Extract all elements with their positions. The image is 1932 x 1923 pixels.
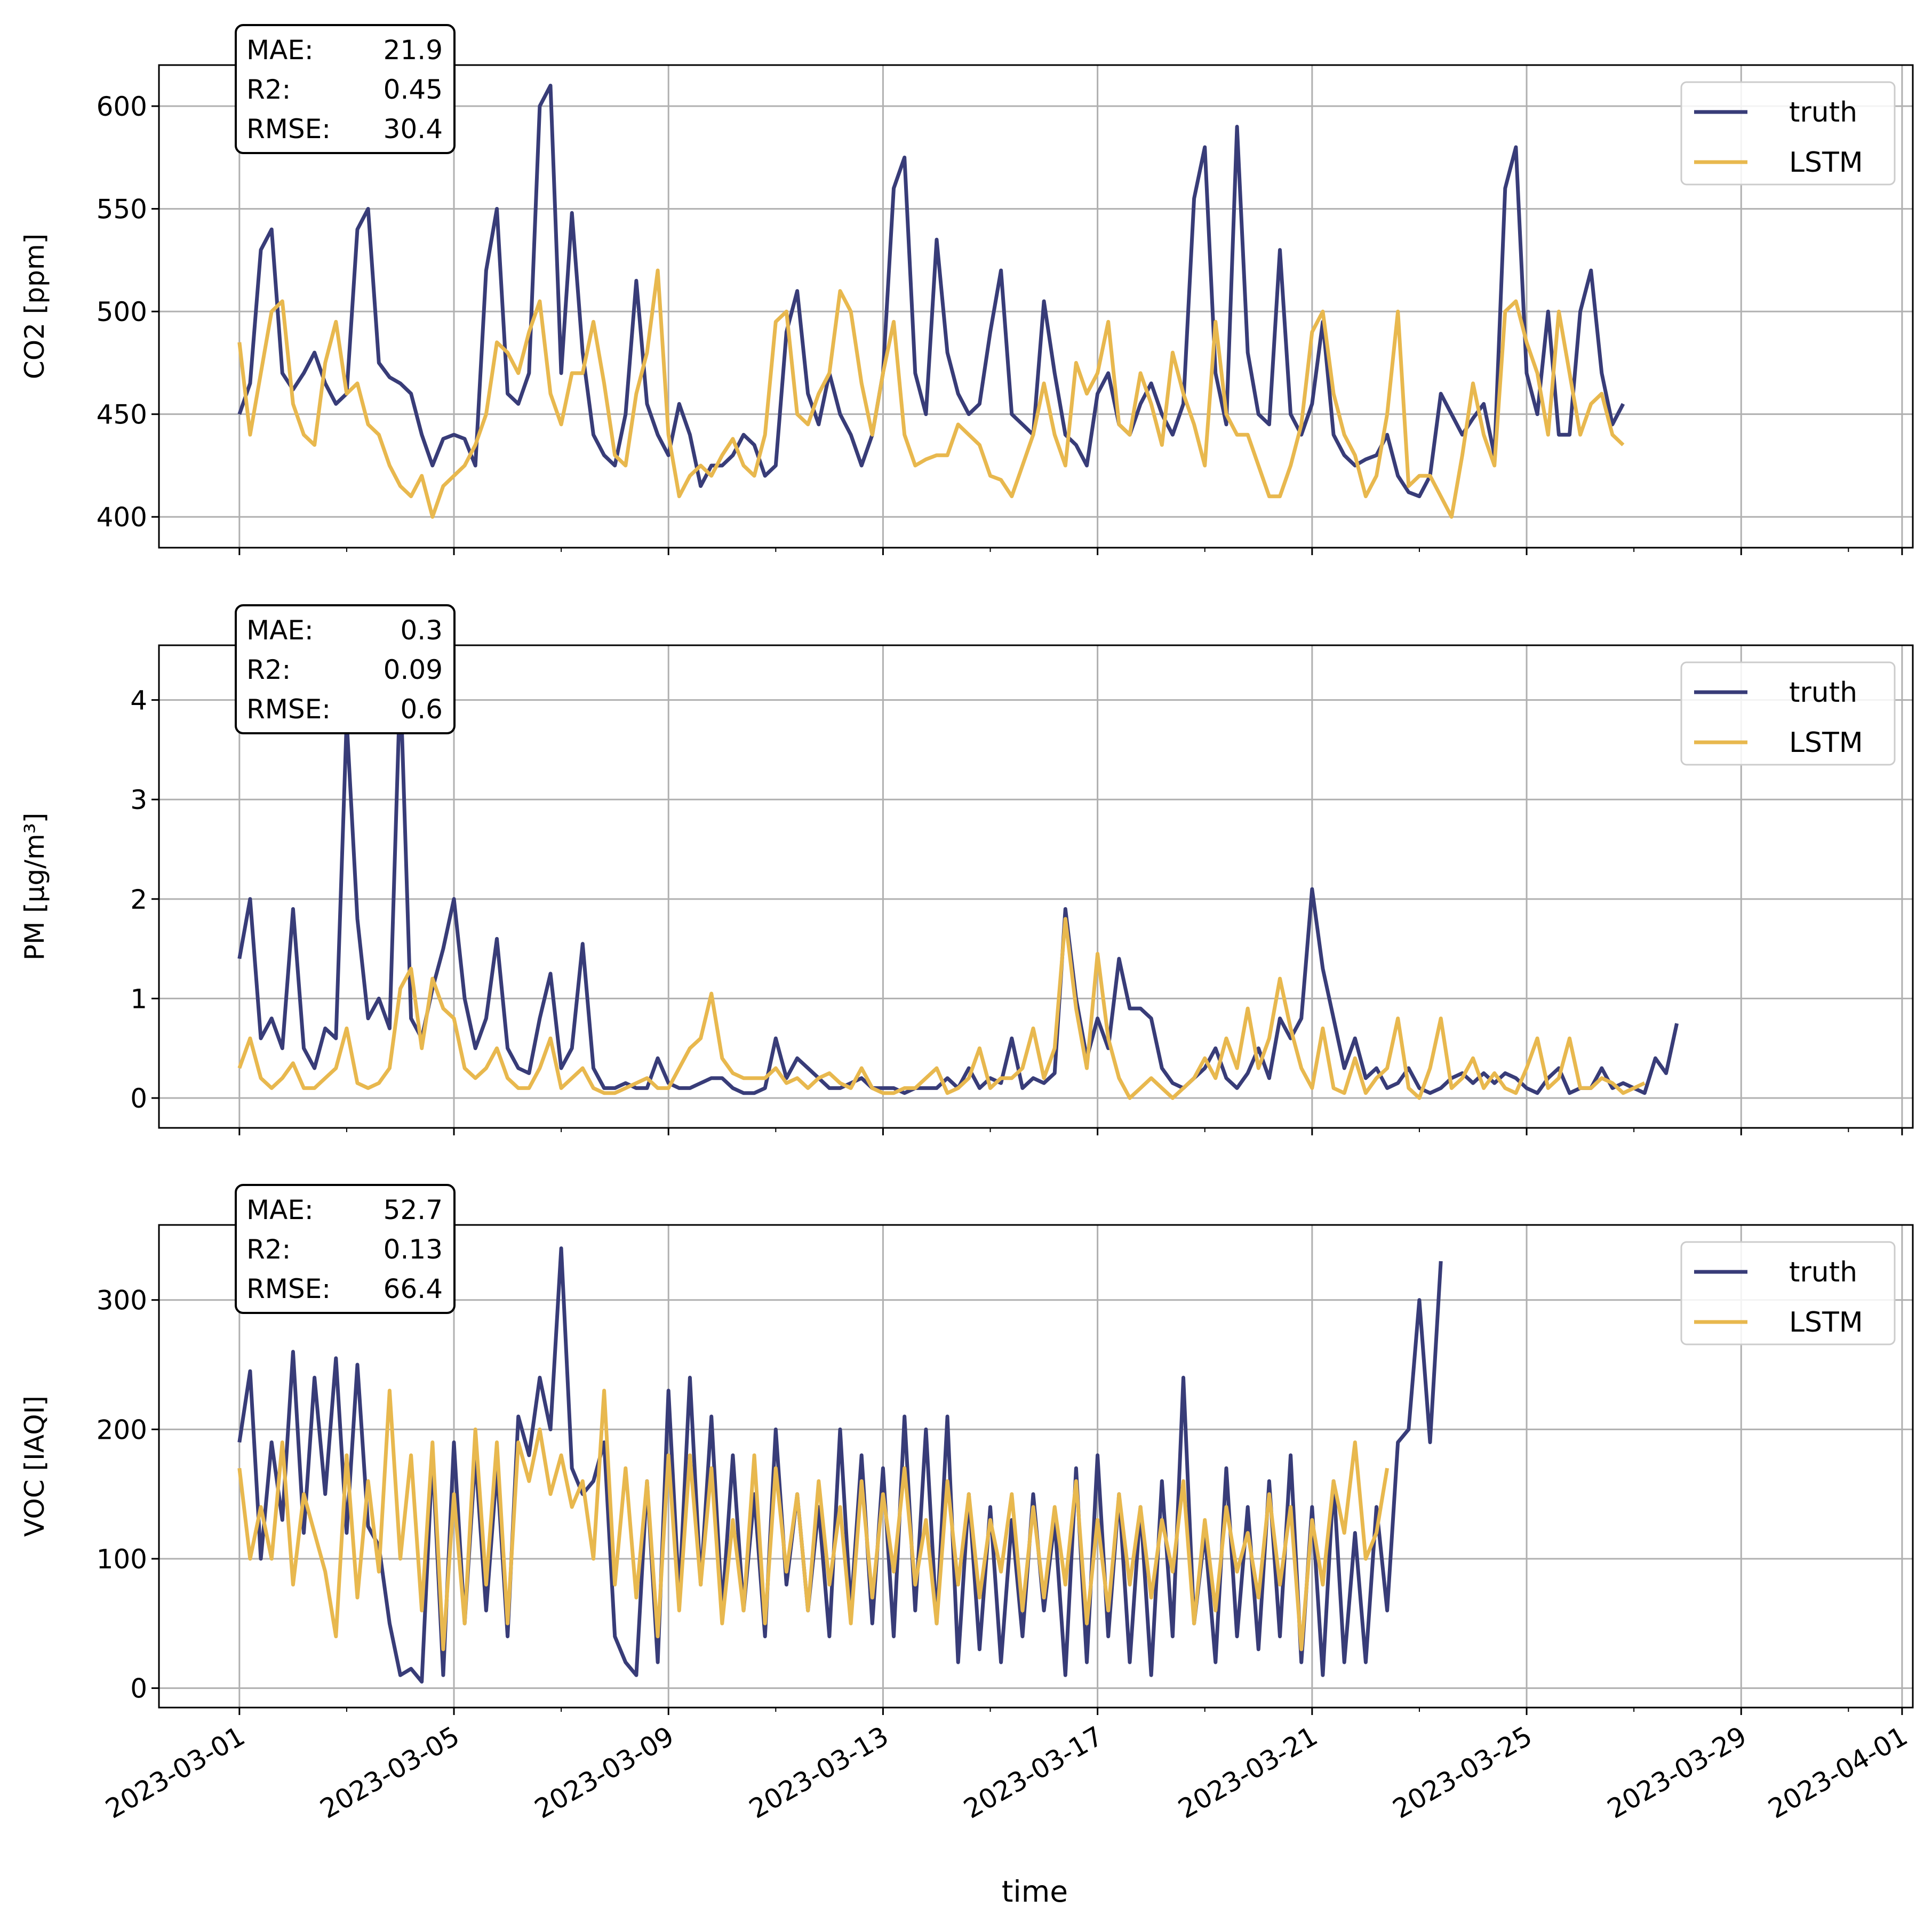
y-tick-label: 0 [130, 1083, 147, 1114]
metric-name: RMSE: [246, 1273, 331, 1304]
legend-box [1680, 81, 1896, 186]
y-tick-label: 300 [97, 1285, 147, 1316]
legend-label-lstm: LSTM [1789, 1307, 1863, 1339]
legend-box [1680, 1241, 1896, 1345]
metrics-box [235, 1184, 456, 1314]
y-tick-label: 1 [130, 983, 147, 1014]
y-tick-label: 100 [97, 1544, 147, 1575]
metric-name: R2: [246, 654, 291, 685]
metric-name: RMSE: [246, 114, 331, 145]
y-axis-label: PM [µg/m³] [19, 813, 50, 960]
y-tick-label: 3 [130, 784, 147, 815]
metric-value: 0.13 [384, 1234, 443, 1265]
metrics-box [235, 604, 456, 734]
x-tick-label: 2023-03-29 [1602, 1720, 1752, 1825]
metric-name: MAE: [246, 35, 314, 66]
metric-name: RMSE: [246, 694, 331, 725]
legend-label-truth: truth [1789, 677, 1857, 709]
legend-label-truth: truth [1789, 1256, 1857, 1288]
axes-frame-layer [151, 64, 1914, 1715]
metric-name: MAE: [246, 615, 314, 646]
metric-name: R2: [246, 74, 291, 105]
y-tick-label: 200 [97, 1414, 147, 1445]
metric-value: 0.3 [400, 615, 443, 646]
metric-name: R2: [246, 1234, 291, 1265]
x-tick-label: 2023-03-25 [1387, 1720, 1537, 1825]
axes-frame [158, 1224, 1914, 1709]
y-tick-label: 400 [97, 502, 147, 533]
x-tick-label: 2023-04-01 [1763, 1720, 1913, 1825]
metric-value: 30.4 [384, 114, 443, 145]
legend-label-truth: truth [1789, 97, 1857, 129]
axes-frame [158, 64, 1914, 549]
x-tick-label: 2023-03-17 [959, 1720, 1108, 1825]
y-tick-label: 600 [97, 91, 147, 122]
x-tick-label: 2023-03-05 [315, 1720, 465, 1825]
metric-value: 0.45 [384, 74, 443, 105]
metric-value: 21.9 [384, 35, 443, 66]
x-tick-label: 2023-03-09 [530, 1720, 680, 1825]
legend-label-lstm: LSTM [1789, 147, 1863, 179]
series-line-lstm [237, 268, 1625, 519]
legend-box [1680, 661, 1896, 766]
y-axis-label: CO2 [ppm] [19, 234, 50, 379]
y-tick-label: 450 [97, 399, 147, 430]
grid-layer [159, 65, 1913, 1708]
y-tick-label: 0 [130, 1673, 147, 1704]
x-tick-label: 2023-03-21 [1173, 1720, 1323, 1825]
x-tick-label: 2023-03-01 [100, 1720, 250, 1825]
series-line-lstm [237, 1389, 1390, 1652]
y-tick-label: 2 [130, 884, 147, 915]
metric-value: 66.4 [384, 1273, 443, 1304]
metric-name: MAE: [246, 1195, 314, 1225]
annotation-layer: MAE: 21.9 R2: 0.45 RMSE: 30.4 truth LSTM MAE: 0.3… [235, 24, 1896, 1345]
x-tick-label: 2023-03-13 [744, 1720, 894, 1825]
y-tick-label: 500 [97, 297, 147, 327]
y-axis-label: VOC [IAQI] [19, 1396, 50, 1537]
series-layer [237, 84, 1679, 1684]
x-axis-label: time [1002, 1874, 1068, 1909]
metric-value: 0.6 [400, 694, 443, 725]
metrics-box [235, 24, 456, 154]
series-line-lstm [237, 917, 1646, 1100]
y-tick-label: 550 [97, 194, 147, 225]
legend-label-lstm: LSTM [1789, 727, 1863, 759]
metric-value: 52.7 [384, 1195, 443, 1225]
axes-frame [158, 644, 1914, 1129]
y-tick-label: 4 [130, 685, 147, 716]
metric-value: 0.09 [384, 654, 443, 685]
